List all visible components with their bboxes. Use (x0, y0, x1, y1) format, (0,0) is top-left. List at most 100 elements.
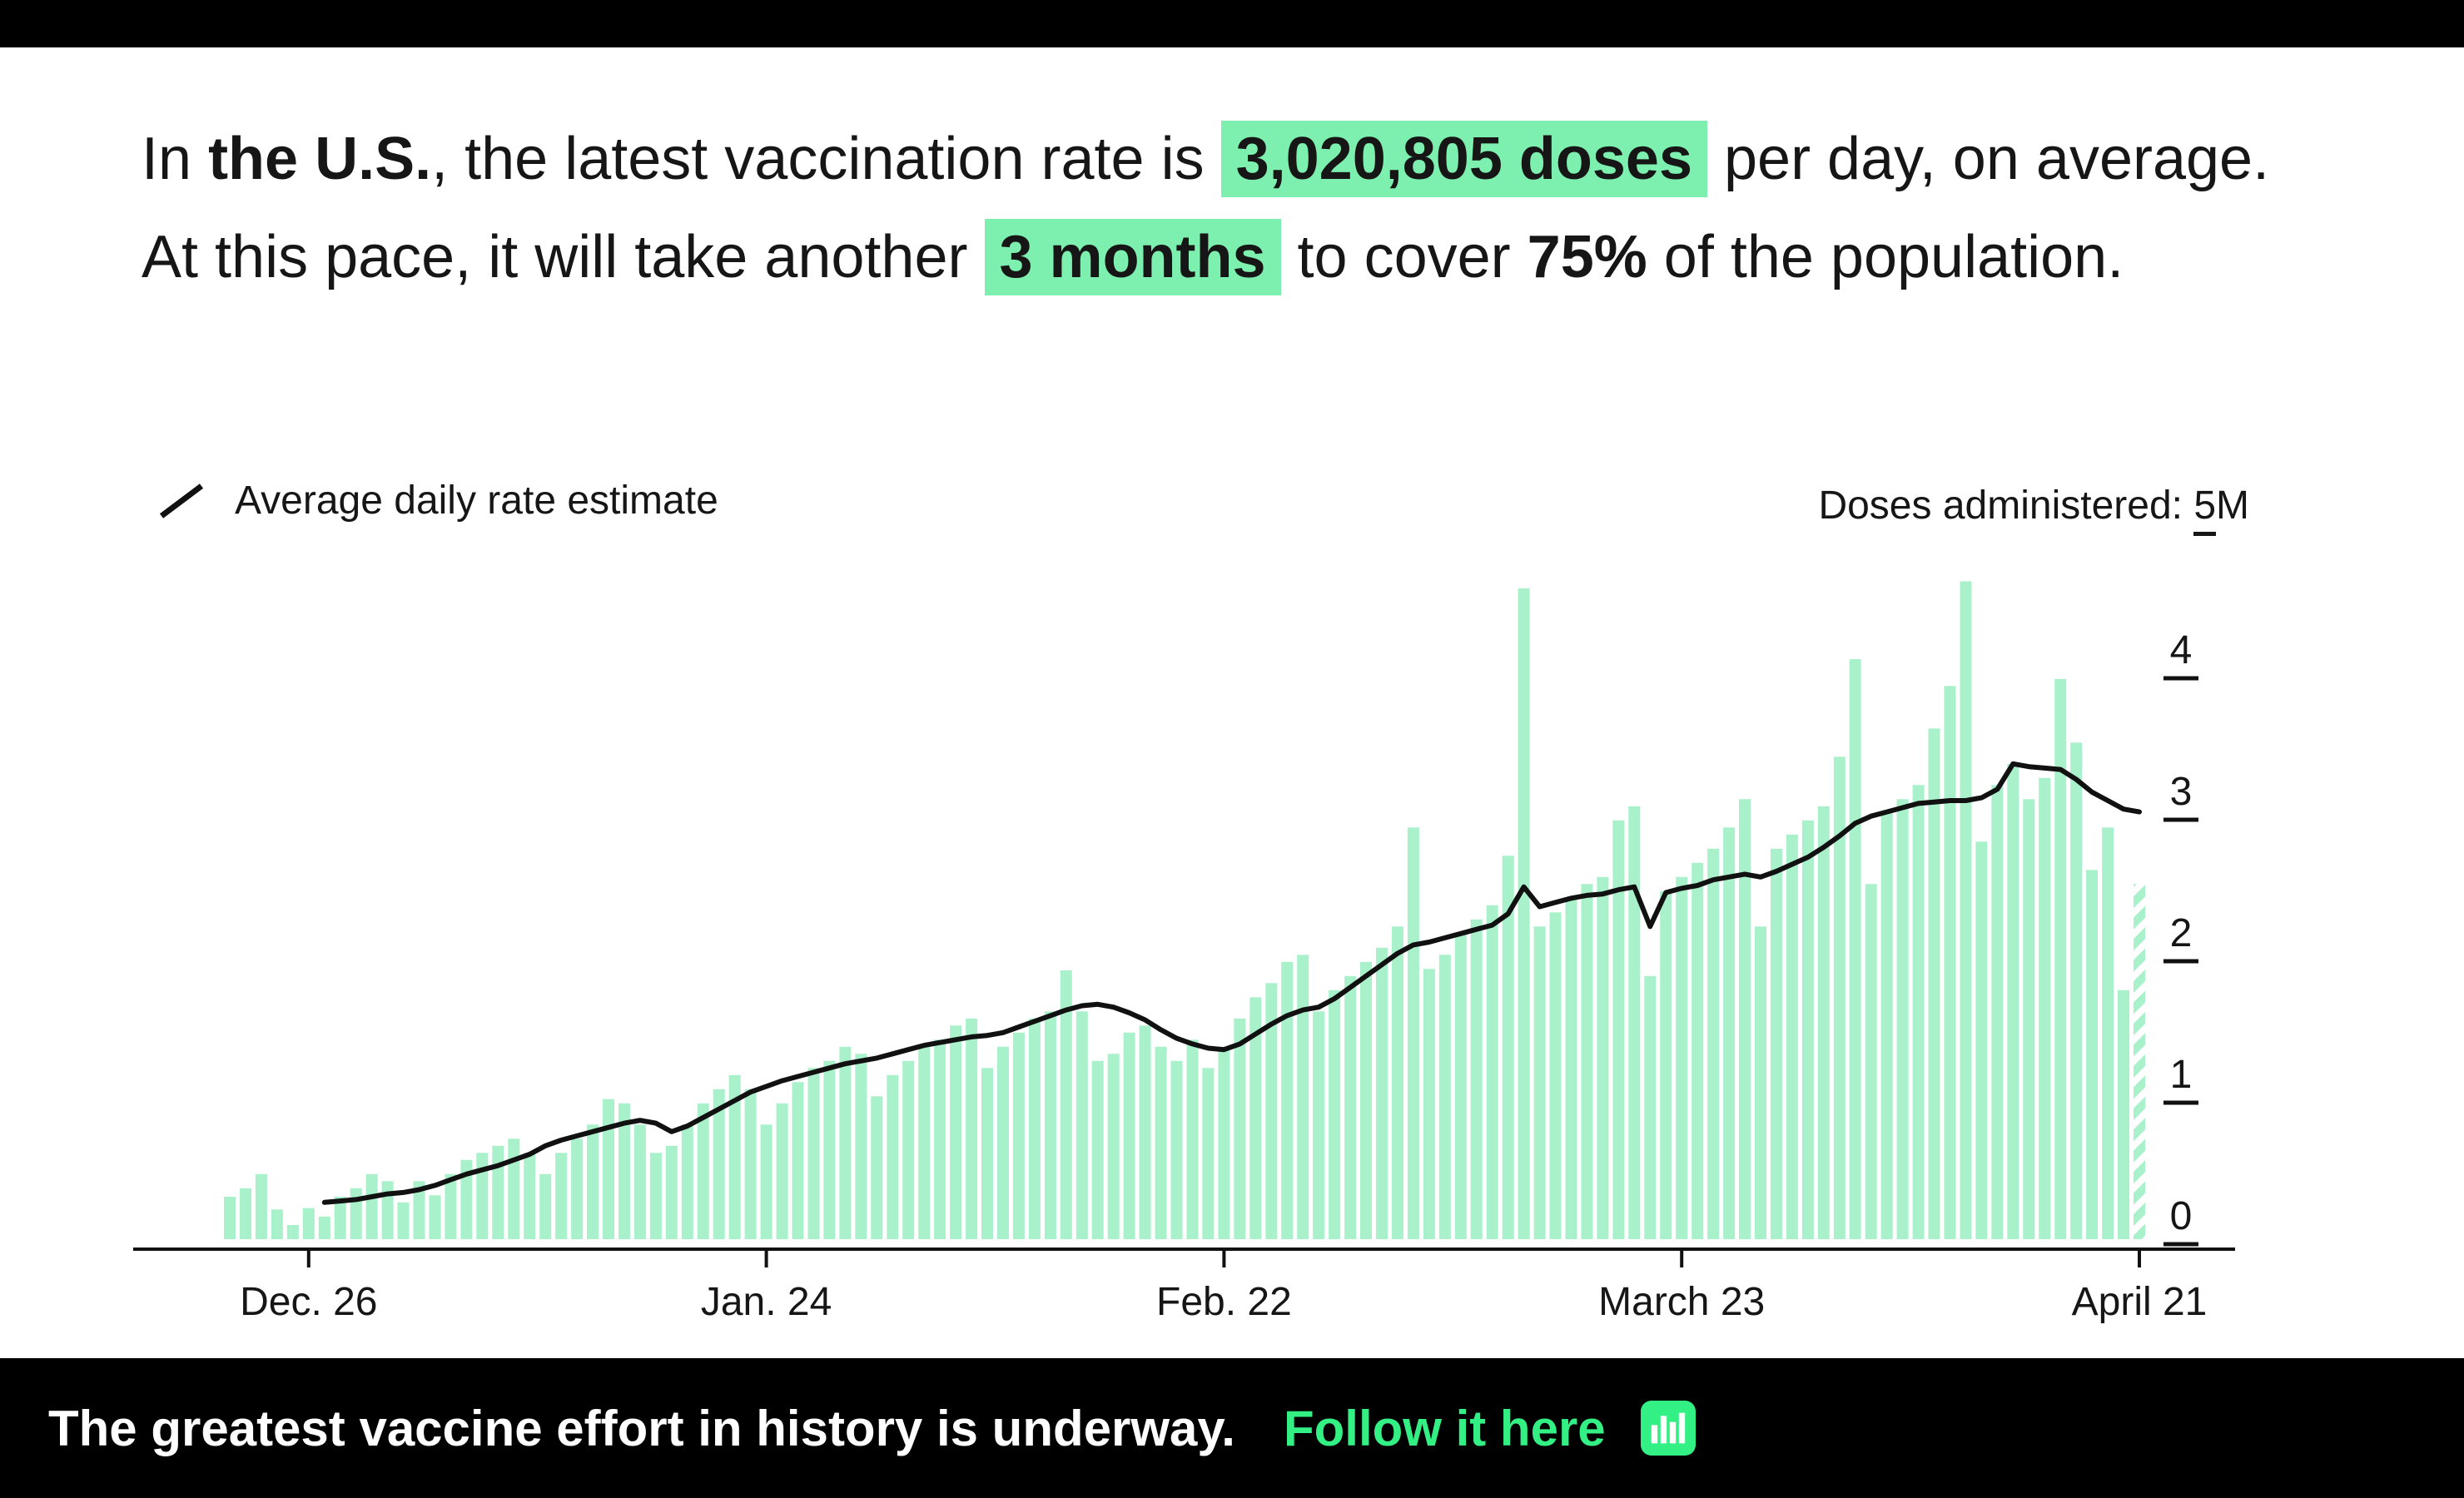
bar-daily-doses (1960, 581, 1972, 1239)
legend-right-label: Doses administered: (1818, 484, 2183, 528)
axis-max-suffix: M (2216, 484, 2249, 528)
bar-daily-doses (1991, 785, 2004, 1239)
bar-daily-doses (665, 1145, 678, 1239)
bar-daily-doses (918, 1046, 931, 1239)
banner-headline: The greatest vaccine effort in history i… (48, 1400, 1235, 1456)
bar-daily-doses (539, 1173, 552, 1239)
bar-daily-doses (1202, 1068, 1215, 1239)
bar-daily-doses (1612, 820, 1625, 1239)
axis-max-value: 5 (2193, 484, 2217, 536)
headline-highlight: 3 months (984, 219, 1281, 296)
x-tick-label: April 21 (2072, 1280, 2208, 1324)
bar-daily-doses (1170, 1060, 1183, 1239)
headline-segment: of the population. (1647, 224, 2124, 291)
bar-daily-doses (1944, 686, 1956, 1239)
bar-daily-doses (1281, 961, 1294, 1239)
bar-daily-doses (2054, 678, 2067, 1239)
bar-daily-doses (902, 1060, 915, 1239)
bar-daily-doses (460, 1159, 473, 1239)
bar-daily-doses (1360, 961, 1372, 1239)
bar-daily-doses (1218, 1046, 1230, 1239)
bar-daily-doses (2070, 742, 2083, 1239)
line-slash-icon (159, 483, 204, 518)
bar-daily-doses (1407, 827, 1419, 1239)
bar-daily-doses (1518, 588, 1530, 1239)
y-tick-label: 0 (2170, 1194, 2193, 1238)
bar-daily-doses (839, 1046, 852, 1239)
bar-daily-doses (934, 1039, 946, 1239)
bar-daily-doses (2102, 827, 2114, 1239)
bar-daily-doses (524, 1153, 536, 1239)
bar-daily-doses (855, 1054, 867, 1239)
bar-daily-doses (350, 1188, 362, 1239)
bar-daily-doses (1091, 1060, 1104, 1239)
headline-segment: , the latest vaccination rate is (431, 126, 1221, 192)
bar-daily-doses (1470, 919, 1483, 1239)
bar-daily-doses (1107, 1054, 1120, 1239)
bar-daily-doses (966, 1018, 978, 1239)
bar-daily-doses (1533, 926, 1546, 1239)
bar-daily-doses (1265, 983, 1278, 1239)
bar-daily-doses (286, 1225, 299, 1239)
bar-daily-doses (633, 1124, 646, 1239)
bar-daily-doses (1786, 834, 1798, 1239)
bar-daily-doses (1076, 1011, 1088, 1239)
bar-daily-doses (1329, 990, 1341, 1239)
headline-highlight: 3,020,805 doses (1220, 121, 1707, 197)
bar-daily-doses (1597, 876, 1609, 1239)
headline: In the U.S., the latest vaccination rate… (142, 110, 2322, 306)
bar-daily-doses (1896, 799, 1909, 1239)
bar-chart-icon[interactable] (1640, 1401, 1696, 1456)
bar-daily-doses (2086, 870, 2099, 1239)
bar-daily-doses (713, 1089, 725, 1239)
bar-daily-doses (760, 1124, 772, 1239)
bar-daily-doses (1234, 1018, 1246, 1239)
bar-daily-doses (1313, 1011, 1325, 1239)
bar-daily-doses (240, 1188, 251, 1239)
bar-daily-doses (1012, 1032, 1025, 1239)
bar-daily-doses (1044, 1011, 1056, 1239)
bar-daily-doses (492, 1145, 504, 1239)
bar-daily-doses (1771, 848, 1782, 1239)
bar-partial-day (2134, 884, 2145, 1239)
bar-daily-doses (1454, 933, 1467, 1239)
bar-daily-doses (1912, 785, 1925, 1239)
legend-average-rate: Average daily rate estimate (155, 478, 718, 523)
bar-daily-doses (271, 1209, 283, 1239)
average-rate-line (321, 761, 2142, 1205)
bar-daily-doses (365, 1173, 378, 1239)
bar-daily-doses (1975, 841, 1988, 1239)
bar-daily-doses (1928, 728, 1940, 1239)
y-tick-label: 2 (2170, 911, 2193, 955)
bar-daily-doses (2039, 777, 2051, 1239)
bar-daily-doses (950, 1025, 962, 1239)
bar-daily-doses (2118, 990, 2129, 1239)
bar-daily-doses (1880, 813, 1893, 1239)
headline-segment: 75% (1527, 224, 1647, 291)
bar-daily-doses (1297, 955, 1309, 1239)
bar-daily-doses (603, 1099, 614, 1239)
bar-daily-doses (823, 1060, 836, 1239)
bars-group (224, 581, 2145, 1239)
x-tick-label: Dec. 26 (240, 1280, 377, 1324)
bar-daily-doses (1865, 884, 1877, 1239)
bar-daily-doses (1660, 890, 1672, 1239)
bar-daily-doses (776, 1103, 788, 1239)
follow-it-here-link[interactable]: Follow it here (1283, 1400, 1606, 1456)
bar-daily-doses (1676, 876, 1688, 1239)
x-tick-label: Jan. 24 (701, 1280, 832, 1324)
bar-daily-doses (587, 1124, 599, 1239)
headline-segment: the U.S. (208, 126, 432, 192)
bar-daily-doses (1581, 884, 1593, 1239)
bar-daily-doses (1549, 912, 1562, 1239)
bar-daily-doses (997, 1046, 1009, 1239)
bar-daily-doses (1344, 975, 1357, 1239)
bar-daily-doses (1817, 806, 1830, 1239)
bar-daily-doses (1707, 848, 1720, 1239)
bar-daily-doses (618, 1103, 630, 1239)
bar-daily-doses (1155, 1046, 1167, 1239)
bar-daily-doses (1628, 806, 1641, 1239)
bar-daily-doses (318, 1216, 330, 1239)
